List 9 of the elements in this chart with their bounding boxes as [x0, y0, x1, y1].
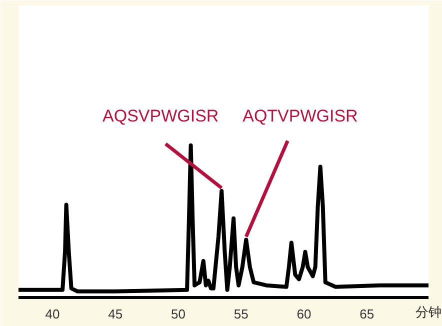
- x-tick-label: 55: [234, 306, 248, 322]
- annotation: AQSVPWGISR: [102, 106, 219, 126]
- x-tick-label: 45: [108, 306, 123, 322]
- annotation: AQTVPWGISR: [242, 106, 358, 126]
- x-tick-label: 60: [296, 306, 312, 322]
- x-tick-label: 50: [170, 306, 186, 322]
- x-tick-label: 65: [360, 306, 374, 322]
- x-axis-title: 分钟: [416, 304, 442, 320]
- x-tick-label: 40: [45, 306, 60, 322]
